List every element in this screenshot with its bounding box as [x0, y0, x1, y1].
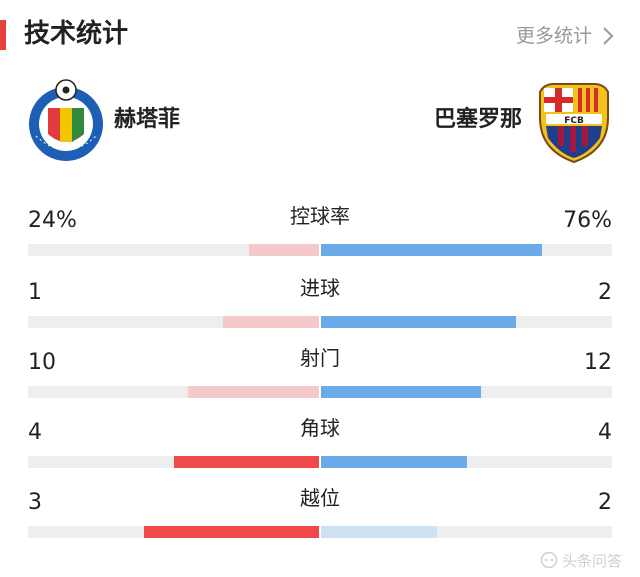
home-stat-value: 3: [28, 490, 42, 515]
home-team-name: 赫塔菲: [114, 107, 181, 132]
away-team[interactable]: FCB 巴塞罗那: [414, 78, 614, 164]
away-stat-value: 2: [598, 490, 612, 515]
home-stat-bar: [188, 386, 319, 398]
page-title: 技术统计: [24, 19, 129, 49]
home-stat-value: 4: [28, 420, 42, 445]
stat-row-shots: 10 射门 12: [0, 346, 640, 418]
stat-row-goals: 1 进球 2: [0, 276, 640, 348]
more-stats-label: 更多统计: [515, 25, 592, 47]
more-stats-link[interactable]: 更多统计: [516, 22, 616, 50]
home-stat-bar: [222, 316, 319, 328]
home-stat-bar: [173, 456, 319, 468]
away-stat-value: 12: [584, 350, 612, 375]
stats-header: 技术统计 更多统计: [0, 0, 640, 72]
away-stat-value: 2: [598, 280, 612, 305]
chat-bubble-icon: [540, 551, 558, 569]
stat-label: 进球: [300, 276, 340, 300]
away-stat-track: [321, 316, 612, 328]
away-stat-bar: [321, 386, 482, 398]
away-stat-bar: [321, 244, 543, 256]
getafe-crest-icon: [29, 79, 103, 161]
stat-row-offsides: 3 越位 2: [0, 486, 640, 558]
away-stat-bar: [321, 526, 438, 538]
watermark-text: 头条问答: [561, 551, 622, 570]
away-stat-track: [321, 456, 612, 468]
stat-label: 控球率: [290, 204, 350, 228]
away-team-name: 巴塞罗那: [433, 107, 522, 132]
stat-label: 射门: [300, 346, 340, 370]
home-stat-bar: [249, 244, 319, 256]
stat-label: 越位: [300, 486, 340, 510]
stat-label: 角球: [300, 416, 340, 440]
home-stat-track: [28, 526, 319, 538]
home-stat-value: 24%: [28, 208, 77, 233]
stat-row-possession: 24% 控球率 76%: [0, 204, 640, 276]
home-stat-value: 1: [28, 280, 42, 305]
home-stat-track: [28, 386, 319, 398]
home-stat-bar: [144, 526, 319, 538]
home-stat-track: [28, 244, 319, 256]
header-accent-bar: [0, 20, 6, 50]
watermark: 头条问答: [540, 549, 622, 571]
away-stat-track: [321, 386, 612, 398]
away-stat-value: 4: [598, 420, 612, 445]
chevron-right-icon: [603, 27, 614, 45]
away-stat-track: [321, 526, 612, 538]
barcelona-crest-text: FCB: [564, 116, 584, 126]
home-stat-track: [28, 456, 319, 468]
away-stat-value: 76%: [563, 208, 612, 233]
home-team[interactable]: 赫塔菲: [26, 78, 226, 164]
away-stat-track: [321, 244, 612, 256]
away-stat-bar: [321, 316, 516, 328]
home-stat-track: [28, 316, 319, 328]
away-stat-bar: [321, 456, 467, 468]
barcelona-crest-icon: FCB: [539, 83, 609, 164]
home-stat-value: 10: [28, 350, 56, 375]
stat-row-corners: 4 角球 4: [0, 416, 640, 488]
